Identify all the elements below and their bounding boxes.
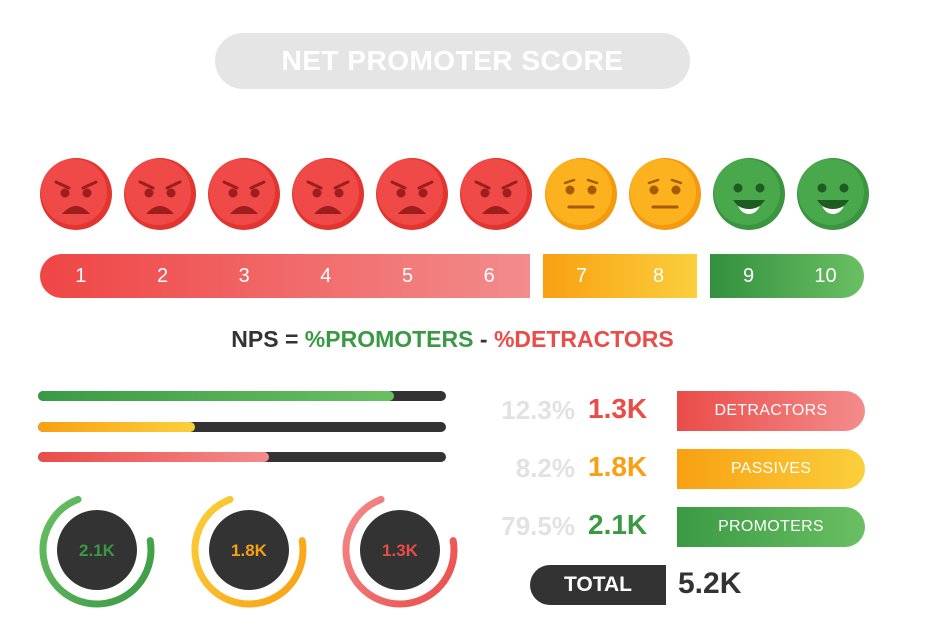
- donut-chart: 2.1K: [39, 492, 155, 608]
- face-rating-row: [0, 0, 949, 240]
- angry-face-icon: [460, 158, 532, 230]
- donut-label: 1.8K: [231, 541, 268, 560]
- stat-percent: 8.2%: [515, 453, 575, 483]
- angry-face-icon: [40, 158, 112, 230]
- progress-bar-detractors: [38, 452, 446, 462]
- formula-promoters: %PROMOTERS: [304, 326, 474, 352]
- stat-count: 1.3K: [588, 393, 648, 424]
- neutral-face-icon: [629, 158, 701, 230]
- scale-number: 3: [238, 264, 250, 287]
- donut-promoters: 2.1K: [37, 490, 157, 610]
- stat-row-detractors: 12.3% 1.3K DETRACTORS: [470, 391, 870, 431]
- nps-formula: NPS = %PROMOTERS - %DETRACTORS: [0, 326, 905, 353]
- stat-row-promoters: 79.5% 2.1K PROMOTERS: [470, 507, 870, 547]
- page-title: NET PROMOTER SCORE: [215, 33, 690, 89]
- donut-passives: 1.8K: [189, 490, 309, 610]
- neutral-face-icon: [545, 158, 617, 230]
- formula-detractors: %DETRACTORS: [493, 326, 674, 352]
- happy-face-icon: [713, 158, 785, 230]
- stat-label: DETRACTORS: [714, 402, 828, 419]
- scale-segment-detractors: 1 2 3 4 5 6: [40, 254, 530, 298]
- scale-number: 7: [575, 264, 588, 287]
- angry-face-icon: [208, 158, 280, 230]
- happy-face-icon: [797, 158, 869, 230]
- progress-bar-fill: [38, 391, 395, 401]
- scale-number: 10: [814, 264, 837, 287]
- progress-bar-fill: [38, 452, 269, 462]
- progress-bar-promoters: [38, 391, 446, 401]
- scale-number: 2: [156, 264, 169, 287]
- donut-center: [209, 510, 289, 590]
- stat-label-pill: PASSIVES: [677, 449, 865, 489]
- donut-label: 2.1K: [79, 541, 116, 560]
- stat-count: 2.1K: [588, 509, 648, 540]
- scale-number: 6: [483, 264, 495, 287]
- scale-number: 5: [401, 264, 414, 287]
- total-label: TOTAL: [563, 573, 633, 596]
- scale-number: 8: [652, 264, 665, 287]
- stat-percent: 12.3%: [501, 395, 575, 425]
- total-label-pill: TOTAL: [530, 565, 666, 605]
- angry-face-icon: [376, 158, 448, 230]
- donut-arc: [342, 492, 458, 608]
- donut-arc: [39, 492, 155, 608]
- stat-row-passives: 8.2% 1.8K PASSIVES: [470, 449, 870, 489]
- scale-segment-promoters: 9 10: [710, 254, 864, 298]
- scale-number: 1: [75, 264, 87, 287]
- stat-label: PROMOTERS: [718, 518, 824, 535]
- progress-bar-passives: [38, 422, 446, 432]
- formula-prefix: NPS =: [231, 326, 305, 352]
- stat-percent: 79.5%: [501, 511, 575, 541]
- scale-segment-passives: 7 8: [543, 254, 697, 298]
- total-value: 5.2K: [678, 567, 742, 600]
- donut-center: [57, 510, 137, 590]
- scale-number: 9: [742, 264, 755, 287]
- stat-label-pill: DETRACTORS: [677, 391, 865, 431]
- donut-detractors: 1.3K: [340, 490, 460, 610]
- formula-minus: -: [473, 326, 494, 352]
- page-title-text: NET PROMOTER SCORE: [281, 45, 624, 76]
- donut-chart: 1.3K: [342, 492, 458, 608]
- stat-label: PASSIVES: [730, 460, 812, 477]
- stat-count: 1.8K: [588, 451, 648, 482]
- donut-chart: 1.8K: [191, 492, 307, 608]
- scale-number: 4: [320, 264, 332, 287]
- donut-center: [360, 510, 440, 590]
- angry-face-icon: [124, 158, 196, 230]
- stat-label-pill: PROMOTERS: [677, 507, 865, 547]
- donut-label: 1.3K: [382, 541, 419, 560]
- donut-arc: [191, 492, 307, 608]
- progress-bar-fill: [38, 422, 196, 432]
- angry-face-icon: [292, 158, 364, 230]
